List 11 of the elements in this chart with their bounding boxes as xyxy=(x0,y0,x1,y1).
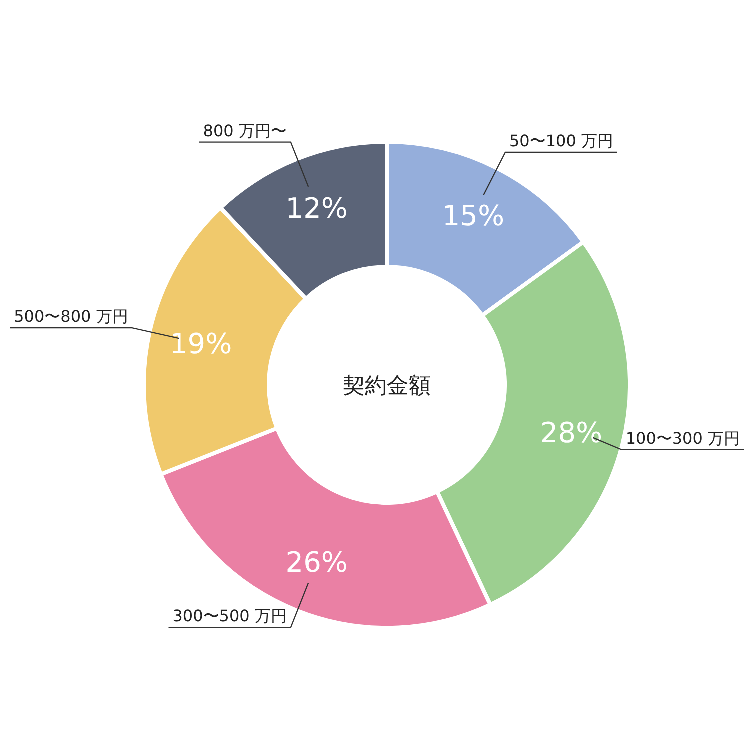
slice-label: 500〜800 万円 xyxy=(14,307,128,326)
slice-label: 800 万円〜 xyxy=(203,121,287,140)
data-label: 26% xyxy=(286,546,348,580)
slice-label: 300〜500 万円 xyxy=(172,606,287,626)
data-label: 12% xyxy=(286,192,348,225)
slice-label: 100〜300 万円 xyxy=(626,428,740,448)
data-label: 19% xyxy=(170,327,232,360)
text: 契約金額 xyxy=(343,374,431,399)
data-label: 15% xyxy=(442,199,505,232)
slice-label: 50〜100 万円 xyxy=(509,131,614,150)
data-label: 28% xyxy=(540,416,603,450)
